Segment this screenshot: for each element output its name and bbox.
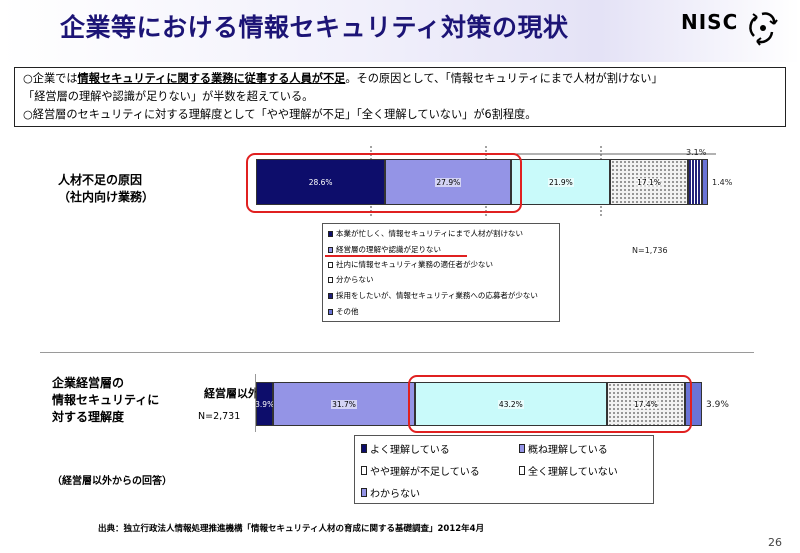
legend-swatch <box>519 466 525 475</box>
legend-item: わからない <box>361 485 420 500</box>
legend-swatch <box>328 276 333 283</box>
legend-label: わからない <box>370 489 420 500</box>
chart2-bar-segment: 43.2% <box>414 382 608 426</box>
legend-label: よく理解している <box>370 445 450 456</box>
legend-item: 分からない <box>328 274 374 285</box>
legend-item: その他 <box>328 306 359 317</box>
chart1-small-top-label: 3.1% <box>686 148 707 157</box>
chart1-small-right-label: 1.4% <box>712 178 733 187</box>
source-citation: 出典：独立行政法人情報処理推進機構「情報セキュリティ人材の育成に関する基礎調査」… <box>98 524 485 534</box>
summary-line-3: ○経営層のセキュリティに対する理解度として「やや理解が不足」「全く理解していない… <box>23 108 537 121</box>
chart2-data-label: 17.4% <box>632 399 659 409</box>
legend-item: 本業が忙しく、情報セキュリティにまで人材が割けない <box>328 228 523 239</box>
summary-box: ○企業では情報セキュリティに関する業務に従事する人員が不足。その原因として、「情… <box>14 67 786 127</box>
title-band <box>0 0 800 62</box>
chart1-n-label: N=1,736 <box>632 246 668 255</box>
chart1-legend: 本業が忙しく、情報セキュリティにまで人材が割けない 経営層の理解や認識が足りない社… <box>322 223 560 322</box>
legend-item: やや理解が不足している <box>361 463 480 478</box>
chart1-data-label: 21.9% <box>547 177 574 187</box>
legend-item: 採用をしたいが、情報セキュリティ業務への応募者が少ない <box>328 290 538 301</box>
legend-swatch <box>361 444 367 453</box>
chart2-highlight-box <box>408 375 692 433</box>
page-title: 企業等における情報セキュリティ対策の現状 <box>60 13 569 42</box>
legend-swatch <box>328 230 333 237</box>
legend-label: やや理解が不足している <box>370 467 480 478</box>
chart1-data-label: 27.9% <box>435 177 462 187</box>
chart1-bar-segment: 17.1% <box>610 159 688 205</box>
legend-label: 経営層の理解や認識が足りない <box>336 245 441 254</box>
summary-line-1: ○企業では情報セキュリティに関する業務に従事する人員が不足。その原因として、「情… <box>23 72 663 85</box>
chart1-data-label: 28.6% <box>308 177 333 187</box>
legend-label: 概ね理解している <box>528 445 608 456</box>
chart2-right-label: 3.9% <box>706 400 729 410</box>
legend-label: その他 <box>336 307 359 316</box>
chart2-bar: 3.9% 31.7% 43.2% 17.4% <box>255 382 702 426</box>
chart2-note: （経営層以外からの回答） <box>52 476 172 487</box>
chart2-label: 企業経営層の 情報セキュリティに 対する理解度 <box>52 376 160 424</box>
legend1-underline <box>325 255 467 257</box>
legend-label: 社内に情報セキュリティ業務の適任者が少ない <box>336 260 494 269</box>
legend-item: よく理解している <box>361 441 450 456</box>
legend-swatch <box>519 444 525 453</box>
legend-label: 本業が忙しく、情報セキュリティにまで人材が割けない <box>336 229 524 238</box>
legend-item: 全く理解していない <box>519 463 618 478</box>
chart1-bar-segment <box>687 159 702 205</box>
chart1-bar: 28.6% 27.9% 21.9% 17.1% <box>256 159 708 205</box>
chart2-data-label: 3.9% <box>255 399 275 409</box>
chart1-bar-segment <box>701 159 708 205</box>
legend-item: 社内に情報セキュリティ業務の適任者が少ない <box>328 259 493 270</box>
legend-item: 経営層の理解や認識が足りない <box>328 244 441 255</box>
nisc-logo-text: NISC <box>681 10 739 34</box>
summary-line-2: 「経営層の理解や認識が足りない」が半数を超えている。 <box>23 90 314 103</box>
chart2-bar-segment: 17.4% <box>607 382 685 426</box>
chart1-bar-segment: 27.9% <box>385 159 512 205</box>
legend-label: 分からない <box>336 275 374 284</box>
chart1-label: 人材不足の原因 （社内向け業務） <box>58 173 155 204</box>
summary-emphasis: 情報セキュリティに関する業務に従事する人員が不足 <box>77 72 346 85</box>
chart1-bar-segment: 28.6% <box>256 159 386 205</box>
legend-swatch <box>361 488 367 497</box>
chart2-bar-segment <box>684 382 702 426</box>
section-divider <box>40 352 754 353</box>
legend-label: 全く理解していない <box>528 467 618 478</box>
legend-swatch <box>328 246 333 253</box>
page-number: 26 <box>768 536 782 549</box>
chart2-bar-segment: 3.9% <box>255 382 275 426</box>
chart2-category-label: 経営層以外 <box>204 387 259 400</box>
legend-label: 採用をしたいが、情報セキュリティ業務への応募者が少ない <box>336 291 538 300</box>
legend-swatch <box>328 292 333 299</box>
nisc-logo-icon <box>749 12 778 46</box>
legend-item: 概ね理解している <box>519 441 608 456</box>
chart2-legend: よく理解している 概ね理解しているやや理解が不足している 全く理解していないわからな… <box>354 435 654 504</box>
chart2-n-label: N=2,731 <box>198 411 241 422</box>
legend-swatch <box>328 308 333 315</box>
chart2-data-label: 31.7% <box>331 399 357 409</box>
chart1-highlight-box <box>246 153 522 213</box>
chart1-bar-segment: 21.9% <box>511 159 611 205</box>
legend-swatch <box>361 466 367 475</box>
legend-swatch <box>328 261 333 268</box>
chart1-data-label: 17.1% <box>636 177 662 187</box>
chart2-data-label: 43.2% <box>497 399 524 409</box>
chart2-bar-segment: 31.7% <box>273 382 415 426</box>
